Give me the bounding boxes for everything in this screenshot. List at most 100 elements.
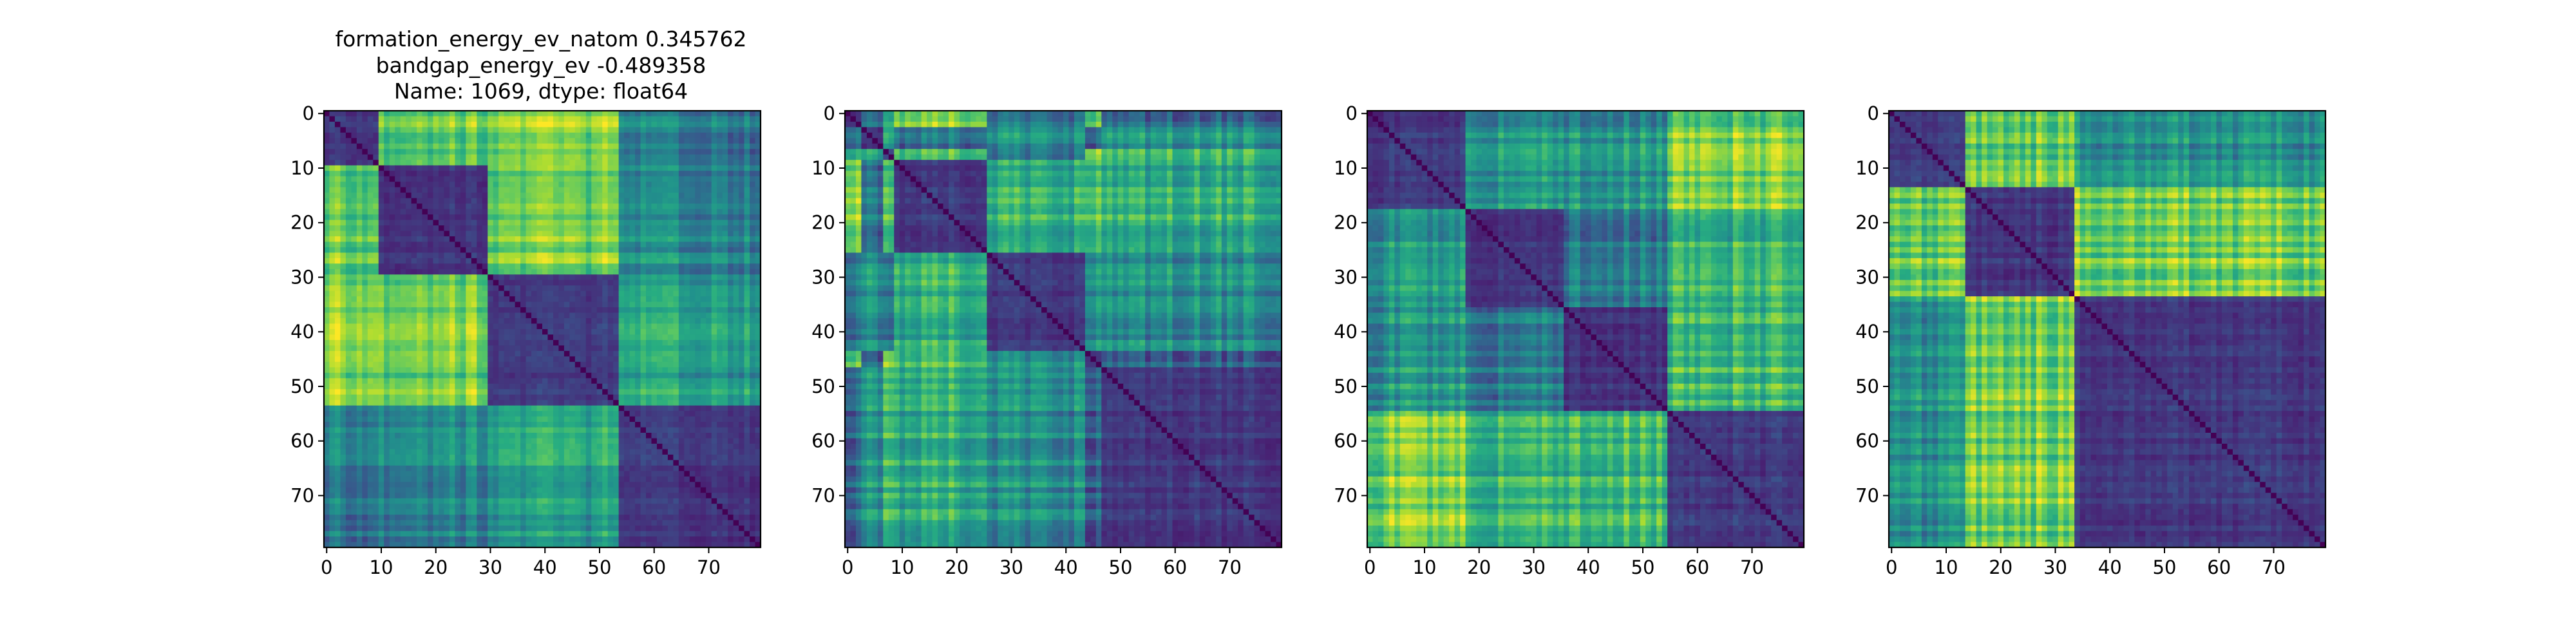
- heatmap-cell: [689, 182, 696, 188]
- heatmap-cell: [411, 356, 417, 363]
- heatmap-cell: [466, 345, 472, 352]
- heatmap-cell: [580, 127, 587, 133]
- heatmap-cell: [564, 154, 570, 160]
- heatmap-cell: [466, 160, 472, 166]
- heatmap-cell: [428, 487, 434, 493]
- heatmap-cell: [395, 339, 401, 346]
- heatmap-cell: [373, 339, 379, 346]
- heatmap-cell: [493, 433, 499, 439]
- heatmap-cell: [411, 252, 417, 259]
- heatmap-cell: [651, 165, 658, 171]
- heatmap-cell: [493, 372, 499, 379]
- heatmap-cell: [629, 165, 636, 171]
- heatmap-cell: [684, 193, 690, 199]
- heatmap-cell: [471, 356, 477, 363]
- heatmap-cell: [673, 138, 679, 144]
- heatmap-cell: [542, 209, 549, 215]
- heatmap-cell: [531, 465, 538, 471]
- heatmap-cell: [433, 339, 439, 346]
- heatmap-cell: [711, 111, 717, 117]
- heatmap-cell: [750, 127, 756, 133]
- heatmap-cell: [504, 187, 510, 193]
- heatmap-cell: [433, 182, 439, 188]
- heatmap-cell: [728, 236, 734, 242]
- heatmap-cell: [520, 542, 527, 548]
- heatmap-cell: [482, 236, 488, 242]
- heatmap-cell: [433, 214, 439, 221]
- heatmap-cell: [607, 193, 614, 199]
- heatmap-cell: [515, 323, 521, 330]
- heatmap-cell: [340, 378, 346, 384]
- heatmap-cell: [493, 531, 499, 537]
- heatmap-cell: [531, 301, 538, 308]
- heatmap-cell: [356, 515, 363, 521]
- heatmap-cell: [466, 411, 472, 417]
- heatmap-cell: [536, 274, 543, 281]
- heatmap-cell: [569, 214, 576, 221]
- heatmap-cell: [542, 526, 549, 532]
- heatmap-cell: [378, 329, 384, 336]
- heatmap-cell: [722, 182, 728, 188]
- heatmap-cell: [378, 127, 384, 133]
- heatmap-cell: [345, 214, 352, 221]
- heatmap-cell: [422, 165, 428, 171]
- heatmap-cell: [400, 509, 406, 515]
- heatmap-cell: [384, 367, 390, 374]
- heatmap-cell: [618, 143, 625, 149]
- heatmap-cell: [684, 116, 690, 122]
- heatmap-cell: [444, 138, 450, 144]
- heatmap-cell: [378, 454, 384, 460]
- heatmap-cell: [428, 394, 434, 401]
- heatmap-cell: [340, 504, 346, 510]
- heatmap-cell: [722, 307, 728, 314]
- heatmap-cell: [334, 389, 341, 395]
- heatmap-cell: [520, 193, 527, 199]
- heatmap-cell: [640, 214, 647, 221]
- heatmap-cell: [395, 154, 401, 160]
- heatmap-cell: [711, 301, 717, 308]
- heatmap-cell: [498, 433, 505, 439]
- heatmap-cell: [411, 214, 417, 221]
- heatmap-cell: [553, 290, 560, 297]
- heatmap-cell: [460, 531, 466, 537]
- heatmap-cell: [488, 329, 494, 336]
- heatmap-cell: [618, 318, 625, 325]
- heatmap-cell: [362, 236, 368, 242]
- heatmap-cell: [406, 182, 412, 188]
- heatmap-cell: [531, 400, 538, 406]
- heatmap-cell: [477, 111, 483, 117]
- heatmap-cell: [498, 482, 505, 488]
- heatmap-cell: [722, 231, 728, 237]
- heatmap-cell: [602, 339, 609, 346]
- heatmap-cell: [574, 252, 581, 259]
- heatmap-cell: [585, 187, 592, 193]
- heatmap-cell: [591, 165, 598, 171]
- heatmap-cell: [711, 263, 717, 270]
- heatmap-cell: [618, 279, 625, 286]
- heatmap-cell: [345, 296, 352, 303]
- heatmap-cell: [651, 263, 658, 270]
- heatmap-cell: [667, 334, 674, 341]
- heatmap-cell: [493, 389, 499, 395]
- heatmap-cell: [373, 247, 379, 253]
- heatmap-cell: [482, 416, 488, 422]
- heatmap-cell: [356, 143, 363, 149]
- heatmap-cell: [324, 411, 330, 417]
- heatmap-cell: [334, 339, 341, 346]
- heatmap-cell: [640, 160, 647, 166]
- heatmap-cell: [433, 383, 439, 390]
- heatmap-cell: [449, 350, 455, 357]
- heatmap-cell: [569, 116, 576, 122]
- heatmap-cell: [569, 127, 576, 133]
- heatmap-cell: [624, 204, 630, 210]
- heatmap-cell: [656, 307, 663, 314]
- heatmap-cell: [334, 127, 341, 133]
- heatmap-cell: [651, 225, 658, 232]
- heatmap-cell: [455, 361, 461, 368]
- heatmap-cell: [329, 345, 336, 352]
- heatmap-cell: [373, 111, 379, 117]
- heatmap-cell: [428, 296, 434, 303]
- heatmap-cell: [504, 498, 510, 504]
- heatmap-cell: [739, 296, 745, 303]
- heatmap-cell: [558, 296, 565, 303]
